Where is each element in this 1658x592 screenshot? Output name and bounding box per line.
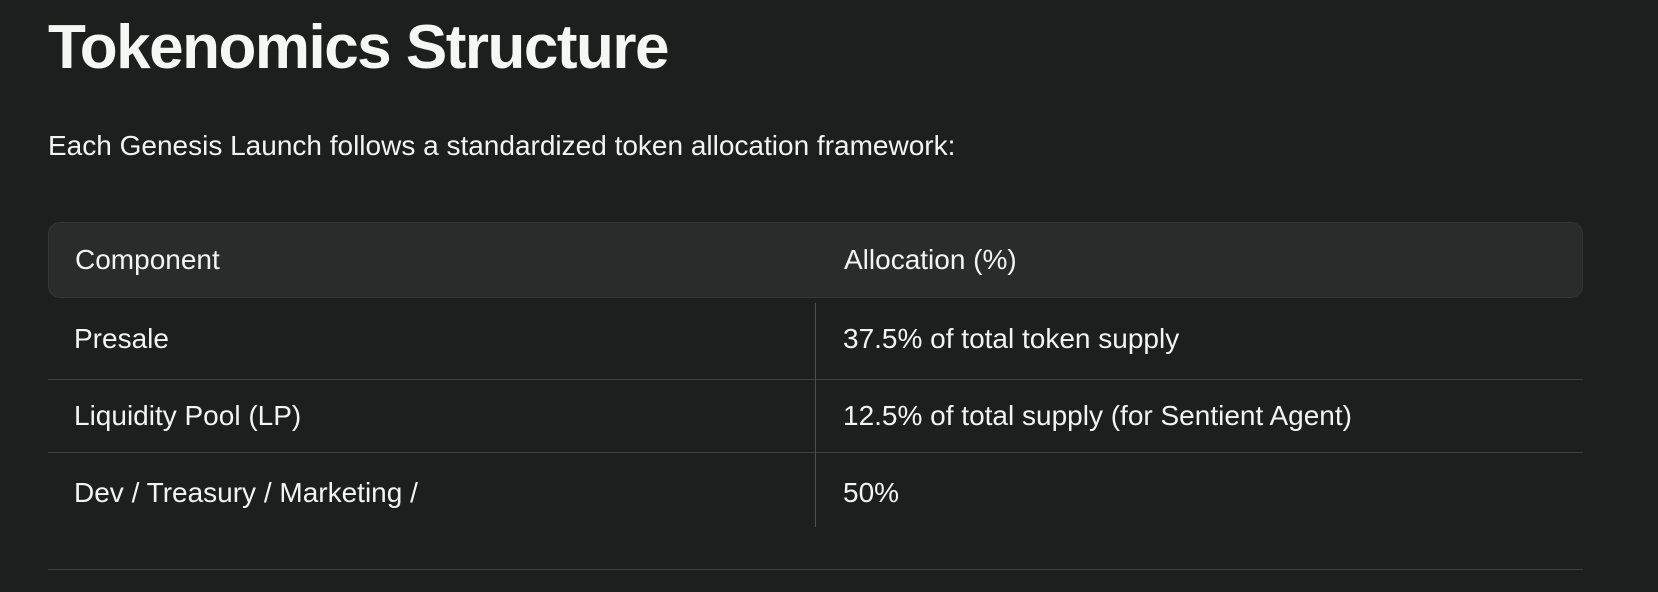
cell-allocation: 37.5% of total token supply <box>843 322 1180 354</box>
column-header-allocation: Allocation (%) <box>844 244 1017 275</box>
page-title: Tokenomics Structure <box>48 13 670 82</box>
table-header-row: Component Allocation (%) <box>48 222 1583 298</box>
docs-content: Tokenomics Structure Each Genesis Launch… <box>48 13 1583 570</box>
column-divider <box>815 303 816 527</box>
table-row: Dev / Treasury / Marketing / 50% <box>48 453 1583 570</box>
cell-component: Dev / Treasury / Marketing / <box>74 477 418 508</box>
column-header-component: Component <box>75 244 220 275</box>
cell-component: Liquidity Pool (LP) <box>74 400 302 431</box>
tokenomics-table: Component Allocation (%) Presale 37.5% o… <box>48 222 1583 570</box>
cell-component: Presale <box>74 322 169 354</box>
intro-text: Each Genesis Launch follows a standardiz… <box>48 130 956 161</box>
cell-allocation: 12.5% of total supply (for Sentient Agen… <box>843 400 1352 431</box>
cell-allocation: 50% <box>843 477 900 508</box>
